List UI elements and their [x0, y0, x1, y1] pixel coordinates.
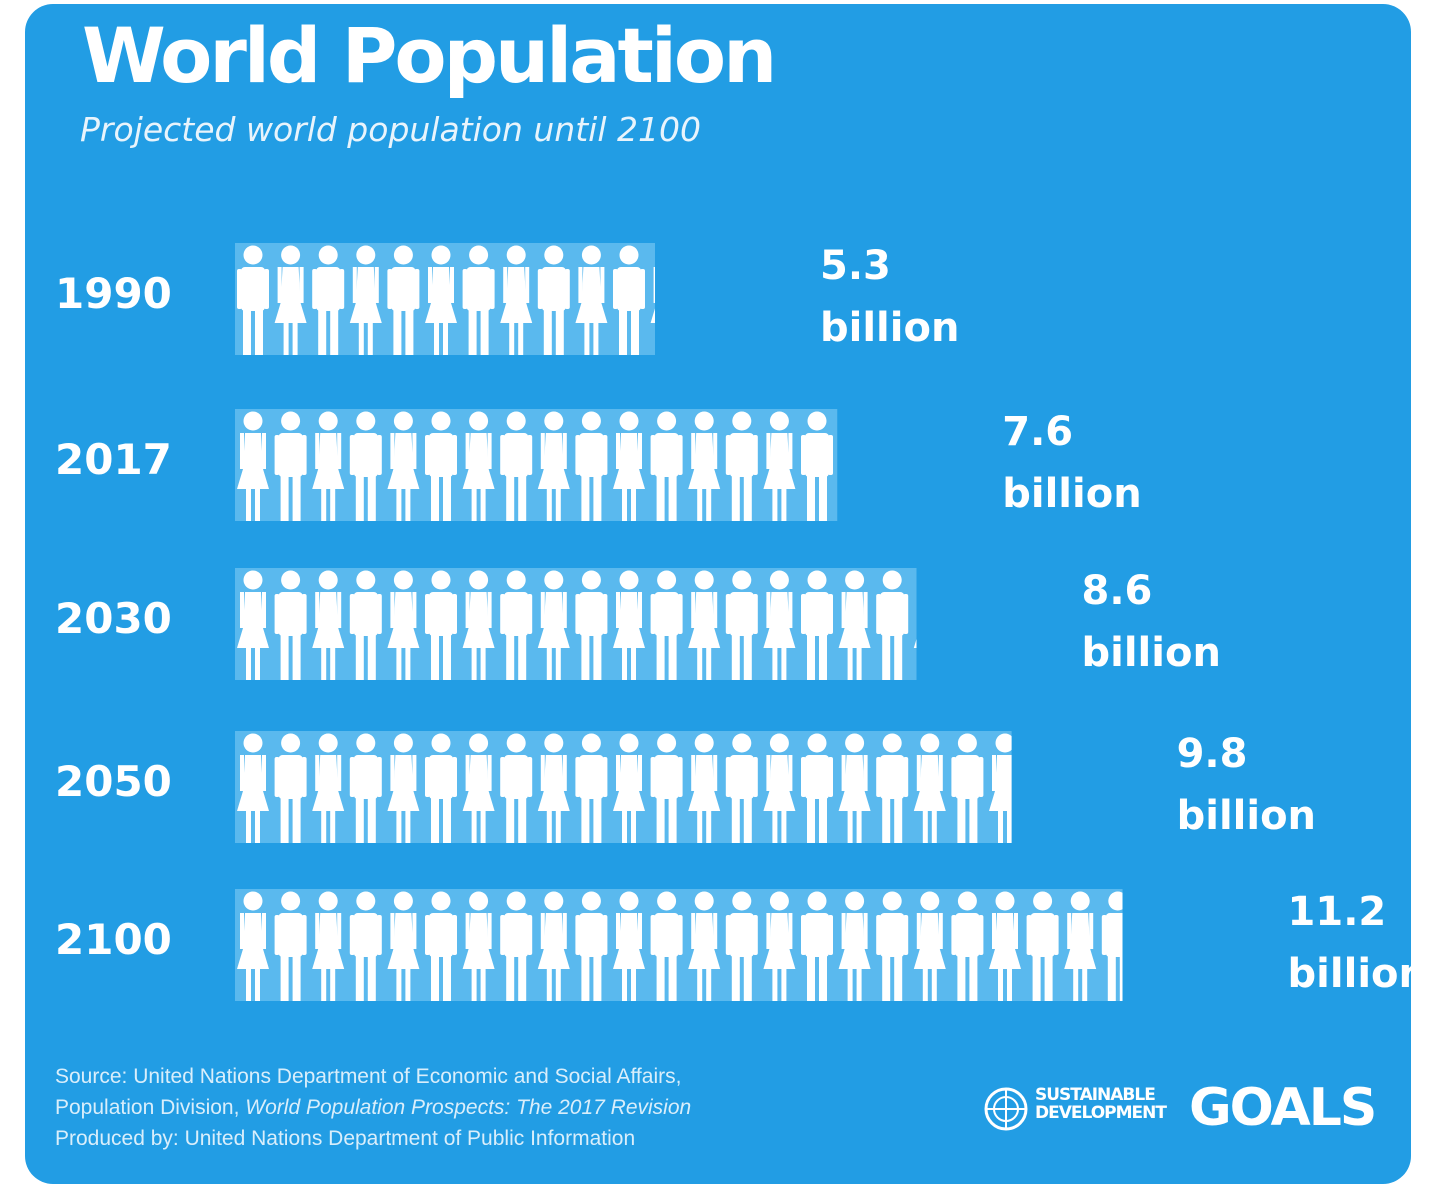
population-bar-2050 [235, 731, 1012, 843]
chart-subtitle: Projected world population until 2100 [80, 110, 701, 149]
sdg-logo-text: SUSTAINABLE DEVELOPMENT [1035, 1085, 1167, 1123]
un-emblem-icon [984, 1087, 1028, 1131]
value-label-2030: 8.6 [1082, 568, 1153, 614]
sdg-logo-line-1: SUSTAINABLE [1035, 1085, 1156, 1105]
year-label-2030: 2030 [55, 594, 172, 643]
source-line-2: Population Division, World Population Pr… [55, 1092, 691, 1123]
year-label-2017: 2017 [55, 435, 172, 484]
source-note: Source: United Nations Department of Eco… [55, 1061, 691, 1154]
chart-title: World Population [82, 11, 777, 100]
source-line-2-prefix: Population Division, [55, 1096, 246, 1119]
unit-label-1990: billion [820, 305, 959, 351]
unit-label-2100: billion [1288, 951, 1427, 997]
population-bar-2100 [235, 889, 1123, 1001]
value-label-2100: 11.2 [1288, 889, 1387, 935]
population-bar-2017 [235, 409, 838, 521]
sdg-logo-goals: GOALS [1189, 1078, 1377, 1138]
population-bar-2030 [235, 568, 917, 680]
year-label-1990: 1990 [55, 269, 172, 318]
value-label-2050: 9.8 [1177, 731, 1248, 777]
population-bar-1990 [235, 243, 655, 355]
source-line-3: Produced by: United Nations Department o… [55, 1127, 636, 1150]
year-label-2050: 2050 [55, 757, 172, 806]
unit-label-2050: billion [1177, 793, 1316, 839]
year-label-2100: 2100 [55, 915, 172, 964]
source-line-1: Source: United Nations Department of Eco… [55, 1065, 682, 1088]
value-label-1990: 5.3 [820, 243, 891, 289]
unit-label-2017: billion [1002, 471, 1141, 517]
unit-label-2030: billion [1082, 630, 1221, 676]
source-publication: World Population Prospects: The 2017 Rev… [245, 1096, 692, 1119]
sdg-logo-line-2: DEVELOPMENT [1035, 1103, 1167, 1123]
value-label-2017: 7.6 [1002, 409, 1073, 455]
